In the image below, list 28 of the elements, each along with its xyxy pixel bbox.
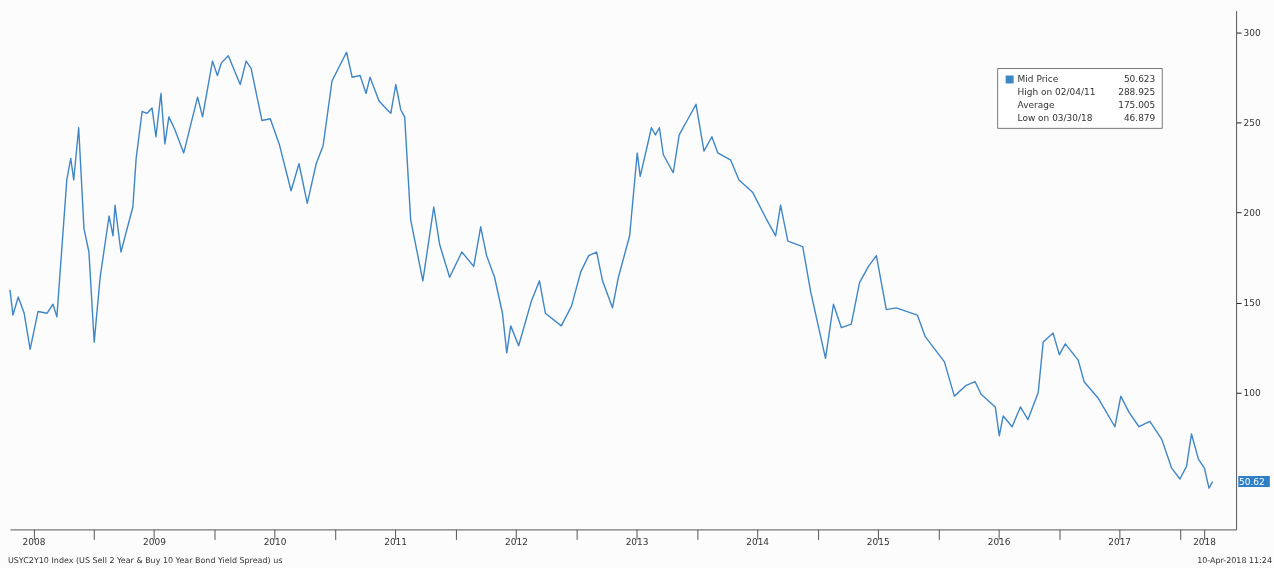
annotation: 288.925 (1118, 87, 1156, 98)
x-tick-label: 2008 (22, 536, 46, 547)
x-tick-label: 2016 (987, 536, 1011, 547)
x-tick-label: 2011 (384, 536, 408, 547)
annotation: Low on 03/30/18 (1017, 113, 1093, 124)
x-tick-label: 2018 (1193, 536, 1217, 547)
y-tick-label: 250 (1243, 117, 1261, 128)
annotation: Average (1017, 100, 1055, 111)
line-series (9, 51, 1214, 489)
x-tick-label: 2013 (625, 536, 649, 547)
x-tick-label: 2014 (746, 536, 770, 547)
y-tick-label: 200 (1243, 207, 1261, 218)
text: 10-Apr-2018 11:24 (1197, 556, 1272, 566)
text: 50.62 (1239, 476, 1265, 487)
y-tick-label: 300 (1243, 27, 1261, 38)
annotation: High on 02/04/11 (1017, 87, 1096, 98)
x-tick-label: 2015 (866, 536, 890, 547)
annotation: 50.623 (1123, 74, 1156, 85)
x-tick-label: 2009 (143, 536, 167, 547)
x-tick-label: 2017 (1108, 536, 1132, 547)
legend-label: Mid Price (1017, 74, 1059, 85)
y-tick-label: 150 (1243, 297, 1261, 308)
x-tick-label: 2012 (505, 536, 528, 547)
x-tick-label: 2010 (263, 536, 287, 547)
annotation: 175.005 (1118, 100, 1156, 111)
text: USYC2Y10 Index (US Sell 2 Year & Buy 10 Year Bond Yield Spread) us (7, 556, 283, 566)
annotation: 46.879 (1123, 113, 1156, 124)
y-tick-label: 100 (1243, 388, 1261, 399)
